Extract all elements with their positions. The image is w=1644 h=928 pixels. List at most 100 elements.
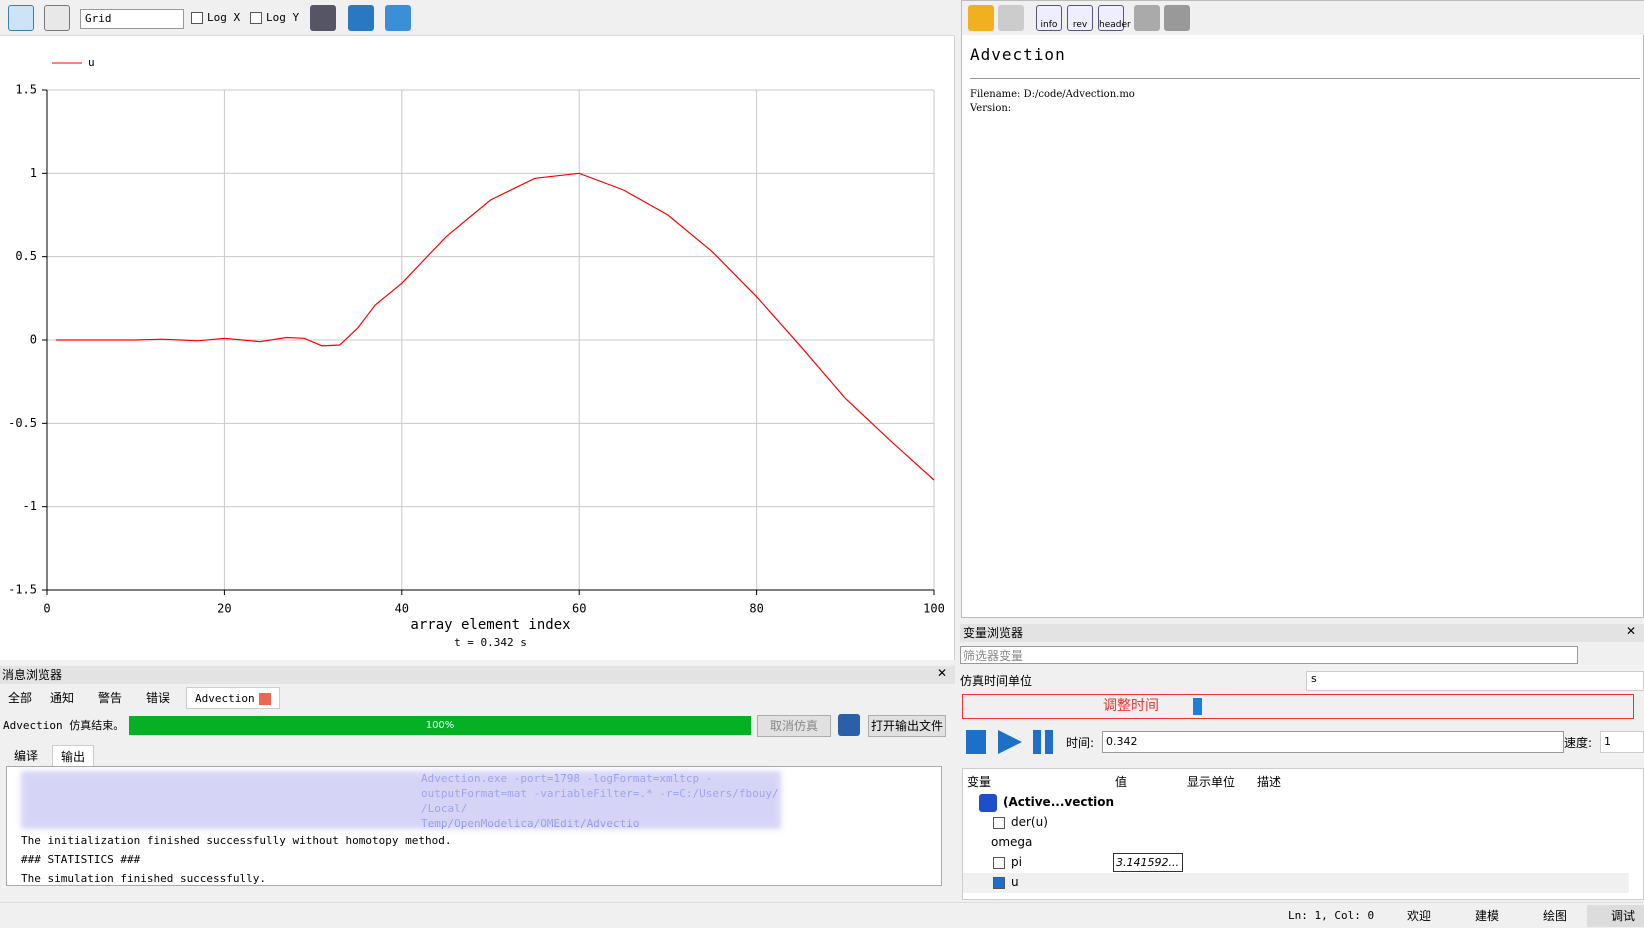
tab[interactable]: 错误 xyxy=(146,691,171,705)
cancel-button[interactable] xyxy=(1164,5,1190,31)
data-line xyxy=(55,172,935,481)
zoom-button[interactable] xyxy=(44,5,70,31)
x-tick-label: 20 xyxy=(217,602,231,616)
x-tick-label: 80 xyxy=(749,602,763,616)
setup-button[interactable] xyxy=(310,5,336,31)
panel-title: 消息浏览器 xyxy=(2,668,63,682)
time-label: 时间: xyxy=(1066,736,1095,750)
column-header: 描述 xyxy=(1257,775,1282,789)
message-title-bar: 消息浏览器 ✕ xyxy=(0,666,955,684)
time-unit-select[interactable]: s xyxy=(1306,671,1644,691)
message-tabs: 全部 通知 警告 错误 Advection xyxy=(0,687,400,709)
output-icon[interactable] xyxy=(838,714,860,736)
log-line: ### STATISTICS ### xyxy=(21,853,141,866)
doc-button[interactable]: rev xyxy=(1067,5,1093,31)
doc-button[interactable]: header xyxy=(1098,5,1131,31)
tab[interactable]: 输出 xyxy=(52,745,95,767)
perspective-button[interactable]: 绘图 xyxy=(1543,909,1568,923)
y-tick-label: 0 xyxy=(30,333,37,347)
tab[interactable]: 通知 xyxy=(50,691,75,705)
column-header: 变量 xyxy=(967,775,992,789)
open-output-button[interactable]: 打开输出文件 xyxy=(868,715,946,737)
doc-panel: info rev header Advection Filename: D:/cod… xyxy=(961,0,1644,618)
var-title-bar: 变量浏览器 ✕ xyxy=(960,624,1644,642)
log-x-label: Log X xyxy=(207,11,241,24)
version: Version: xyxy=(970,103,1012,114)
log-line: The simulation finished successfully. xyxy=(21,872,267,885)
obscured-lines: Advection.exe -port=1798 -logFormat=xmlt… xyxy=(21,771,927,831)
tab[interactable]: Advection xyxy=(186,687,280,709)
message-browser: 消息浏览器 ✕ 全部 通知 警告 错误 Advection Advection 仿真结束。… xyxy=(0,664,955,900)
cancel-button[interactable]: 取消仿真 xyxy=(757,715,831,737)
tree-row[interactable]: pi 3.141592... xyxy=(963,853,1629,873)
log-y[interactable]: Log Y xyxy=(250,11,299,24)
variable-name: (Active...vection xyxy=(1003,795,1115,809)
variable-name: u xyxy=(1011,875,1019,889)
back-button[interactable] xyxy=(968,5,994,31)
close-button[interactable]: ✕ xyxy=(1625,624,1636,638)
status-bar: Ln: 1, Col: 0 欢迎 建模 绘图 调试 xyxy=(0,902,1644,928)
tab[interactable]: 编译 xyxy=(14,749,39,763)
x-tick-label: 40 xyxy=(395,602,409,616)
log-line: The initialization finished successfully… xyxy=(21,834,452,847)
save-button[interactable] xyxy=(1134,5,1160,31)
filter-input[interactable]: 筛选器变量 xyxy=(960,646,1578,664)
tree-row[interactable]: (Active...vection xyxy=(963,793,1629,813)
tab[interactable]: 全部 xyxy=(8,691,33,705)
log-y-label: Log Y xyxy=(266,11,300,24)
doc-button[interactable]: info xyxy=(1036,5,1062,31)
perspective-button[interactable]: 建模 xyxy=(1475,909,1500,923)
tree-row[interactable]: u xyxy=(963,873,1629,893)
grid-select[interactable]: Grid xyxy=(80,9,184,29)
log-x[interactable]: Log X xyxy=(191,11,240,24)
plot: 1.5 1 0.5 0 -0.5 -1 -1.5 0 20 40 60 80 100 array elem… xyxy=(8,56,945,649)
y-tick-label: 1 xyxy=(30,166,37,180)
tree-row[interactable]: der(u) xyxy=(963,813,1629,833)
y-tick-label: -0.5 xyxy=(8,416,37,430)
x-tick-label: 60 xyxy=(572,602,586,616)
print-button[interactable] xyxy=(385,5,411,31)
perspective-button[interactable]: 调试 xyxy=(1587,905,1644,927)
doc-toolbar: info rev header xyxy=(962,1,1644,35)
filename: Filename: D:/code/Advection.mo xyxy=(970,89,1135,100)
checkbox[interactable] xyxy=(993,817,1005,829)
checkbox[interactable] xyxy=(993,857,1005,869)
close-button[interactable]: ✕ xyxy=(936,666,947,680)
play-button[interactable] xyxy=(998,730,1022,754)
pause-button[interactable] xyxy=(1033,730,1053,754)
rewind-button[interactable] xyxy=(966,730,986,754)
x-tick-label: 0 xyxy=(43,602,50,616)
checkbox[interactable] xyxy=(993,877,1005,889)
fit-button[interactable] xyxy=(8,5,34,31)
progress-bar: 100% xyxy=(129,716,751,735)
panel-title: 变量浏览器 xyxy=(963,626,1024,640)
save-button[interactable] xyxy=(348,5,374,31)
checkbox[interactable] xyxy=(191,12,203,24)
y-tick-label: 1.5 xyxy=(15,83,37,97)
doc-title: Advection xyxy=(970,45,1066,64)
progress-text: 100% xyxy=(425,720,455,731)
adjust-time: 调整时间 xyxy=(962,694,1634,719)
x-tick-label: 100 xyxy=(923,602,945,616)
checkbox[interactable] xyxy=(250,12,262,24)
forward-button[interactable] xyxy=(998,5,1024,31)
variable-name: omega xyxy=(991,835,1033,849)
tree-row[interactable]: omega xyxy=(963,833,1629,853)
perspective-button[interactable]: 欢迎 xyxy=(1407,909,1432,923)
variable-value[interactable]: 3.141592... xyxy=(1113,853,1183,872)
time-input[interactable]: 0.342 xyxy=(1102,731,1564,753)
speed-input[interactable]: 1 xyxy=(1600,731,1644,753)
rule xyxy=(970,78,1640,79)
sub-tabs: 编译 输出 xyxy=(6,745,206,767)
plot-toolbar: Grid Log X Log Y xyxy=(0,0,955,36)
adjust-label: 调整时间 xyxy=(1103,698,1159,714)
pixelation xyxy=(21,771,781,829)
column-header: 值 xyxy=(1115,775,1128,789)
time-slider[interactable] xyxy=(1193,698,1202,715)
tab[interactable]: 警告 xyxy=(98,691,123,705)
close-icon[interactable] xyxy=(258,693,271,705)
y-tick-label: -1 xyxy=(23,499,37,513)
variable-name: pi xyxy=(1011,855,1022,869)
variable-tree: 变量 值 显示单位 描述 (Active...vection der(u) omega pi 3… xyxy=(962,768,1644,900)
plot-panel: Grid Log X Log Y 1.5 1 0.5 0 -0.5 -1 -1.5 0 20 40… xyxy=(0,0,955,660)
